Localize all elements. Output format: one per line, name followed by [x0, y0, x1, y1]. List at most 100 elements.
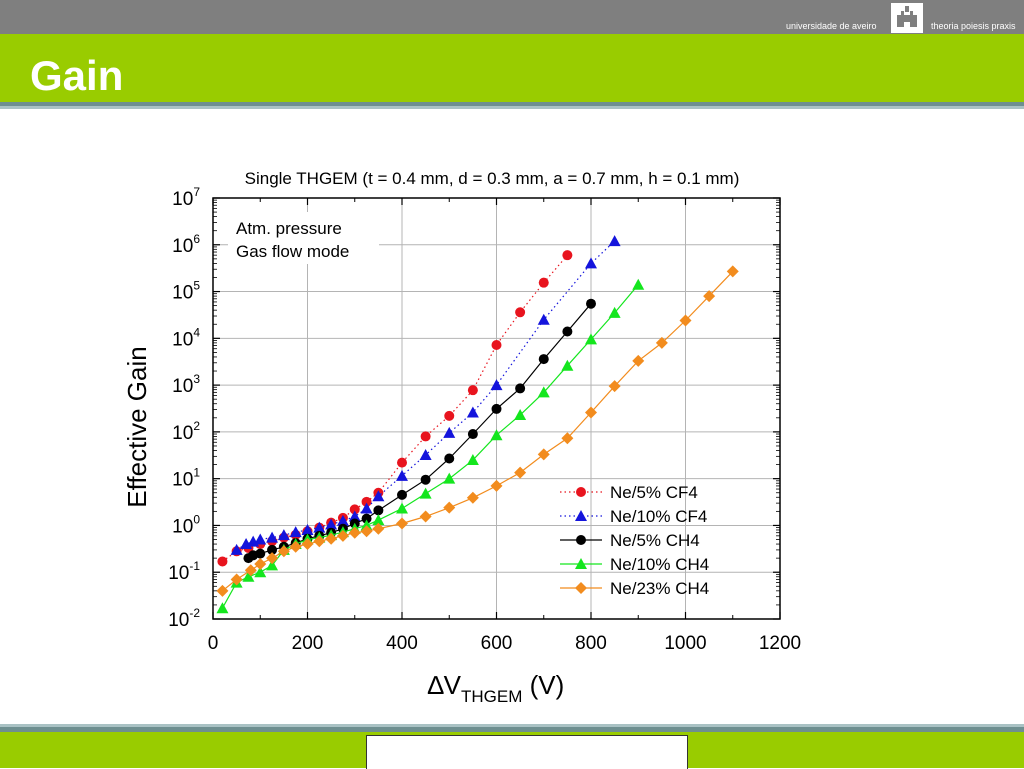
legend-label: Ne/23% CH4: [610, 579, 709, 598]
slide-title: Gain: [30, 52, 124, 99]
y-tick-label: 10-2: [168, 606, 200, 631]
data-point: [396, 517, 408, 530]
data-point: [230, 573, 243, 586]
data-point: [632, 354, 645, 367]
series-4: [216, 265, 739, 597]
data-point: [420, 474, 431, 485]
top-bar: [0, 0, 1024, 34]
data-point: [466, 406, 479, 418]
data-point: [360, 502, 373, 514]
data-point: [632, 278, 645, 290]
data-point: [361, 496, 372, 507]
data-point: [561, 359, 574, 371]
data-point: [585, 333, 597, 345]
data-point: [514, 466, 527, 479]
data-point: [254, 557, 267, 570]
data-point: [466, 454, 479, 466]
data-point: [360, 519, 373, 531]
x-axis-label-unit: (V): [522, 670, 564, 700]
data-point: [301, 538, 314, 551]
data-point: [608, 380, 621, 393]
x-axis-label: ∆VTHGEM (V): [428, 670, 565, 706]
data-point: [586, 298, 596, 309]
data-point: [396, 502, 408, 514]
data-point: [373, 505, 384, 516]
data-point: [242, 570, 255, 582]
data-point: [254, 533, 267, 545]
annotation-line-1: Atm. pressure: [236, 219, 342, 238]
data-point: [562, 326, 573, 337]
data-point: [216, 602, 229, 614]
legend-marker: [576, 487, 586, 497]
data-point: [348, 510, 361, 522]
legend-label: Ne/5% CH4: [610, 531, 700, 550]
data-point: [538, 354, 549, 365]
data-point: [216, 584, 229, 597]
data-point: [372, 490, 385, 502]
data-point: [313, 535, 326, 548]
series-line: [221, 284, 639, 609]
series-line: [222, 254, 568, 562]
data-point: [325, 518, 338, 530]
data-point: [608, 306, 621, 318]
data-point: [443, 472, 456, 484]
data-point: [467, 385, 478, 396]
data-point: [348, 526, 361, 539]
data-point: [325, 532, 338, 545]
y-tick-label: 107: [172, 185, 200, 210]
title-bar: [0, 34, 1024, 102]
data-point: [266, 531, 279, 543]
x-tick-label: 0: [208, 633, 219, 654]
series-line: [248, 303, 592, 559]
data-point: [655, 336, 668, 349]
data-point: [336, 514, 349, 526]
annotation-line-2: Gas flow mode: [236, 242, 349, 261]
data-point: [336, 529, 349, 542]
data-point: [490, 379, 503, 391]
annotation-box: [228, 212, 379, 264]
data-point: [266, 559, 279, 571]
footer-box: [366, 735, 688, 769]
footer-stripe: [0, 727, 1024, 732]
y-tick-label: 106: [172, 232, 200, 257]
data-point: [360, 525, 373, 538]
x-tick-label: 400: [386, 633, 418, 654]
series-line: [236, 240, 616, 551]
data-point: [538, 277, 549, 288]
legend-marker: [575, 510, 587, 521]
x-tick-label: 1000: [664, 633, 706, 654]
x-tick-label: 600: [481, 633, 513, 654]
data-point: [514, 408, 527, 420]
data-point: [561, 432, 574, 445]
legend-marker: [576, 535, 586, 545]
data-point: [466, 491, 479, 504]
data-point: [277, 529, 290, 541]
data-point: [444, 410, 455, 421]
y-tick-label: 104: [172, 325, 200, 350]
title-stripe-light: [0, 106, 1024, 109]
legend-marker: [575, 558, 587, 569]
data-point: [490, 429, 503, 441]
data-point: [679, 314, 692, 327]
data-point: [585, 406, 597, 419]
data-point: [443, 501, 456, 514]
data-point: [244, 564, 257, 577]
y-tick-label: 101: [172, 466, 200, 491]
university-motto: theoria poiesis praxis: [931, 21, 1016, 31]
series-0: [217, 250, 573, 567]
data-point: [419, 449, 432, 461]
data-point: [585, 257, 597, 269]
data-point: [230, 543, 243, 555]
data-point: [537, 313, 550, 325]
data-point: [289, 540, 302, 553]
data-point: [515, 383, 526, 394]
data-point: [726, 265, 739, 278]
data-point: [313, 521, 326, 533]
data-point: [254, 566, 267, 578]
chart-title: Single THGEM (t = 0.4 mm, d = 0.3 mm, a …: [245, 169, 740, 188]
x-axis-label-subscript: THGEM: [461, 687, 522, 706]
data-point: [491, 403, 502, 414]
data-point: [419, 487, 432, 499]
x-tick-label: 800: [575, 633, 607, 654]
y-tick-label: 10-1: [168, 559, 200, 584]
